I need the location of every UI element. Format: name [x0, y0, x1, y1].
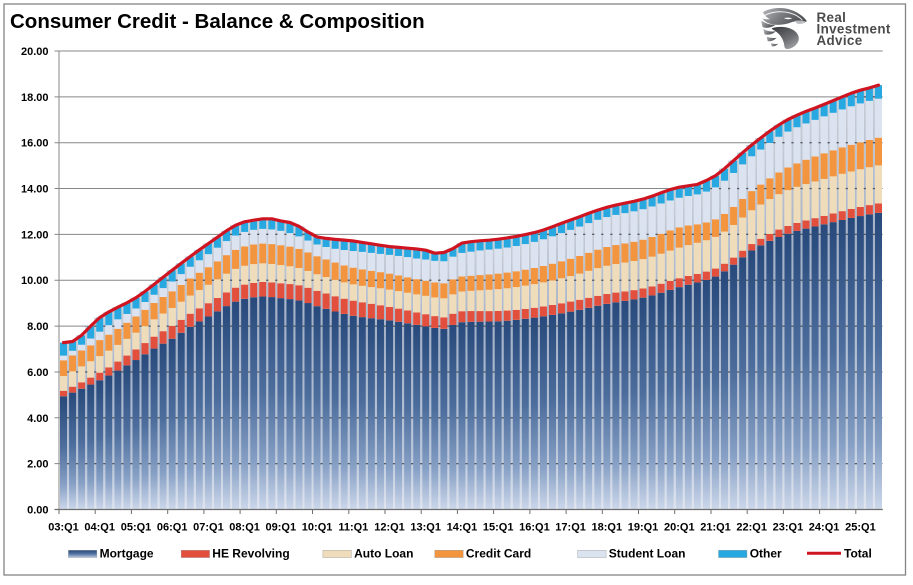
svg-text:15:Q1: 15:Q1	[483, 522, 514, 534]
svg-text:04:Q1: 04:Q1	[84, 522, 115, 534]
svg-text:08:Q1: 08:Q1	[229, 522, 260, 534]
svg-text:22:Q1: 22:Q1	[736, 522, 767, 534]
svg-text:14:Q1: 14:Q1	[447, 522, 478, 534]
svg-text:0.00: 0.00	[27, 505, 48, 517]
svg-text:4.00: 4.00	[27, 413, 48, 425]
svg-text:HE Revolving: HE Revolving	[212, 546, 289, 560]
svg-text:Consumer Credit - Balance & Co: Consumer Credit - Balance & Composition	[10, 10, 425, 33]
svg-text:16:Q1: 16:Q1	[519, 522, 550, 534]
svg-text:10:Q1: 10:Q1	[302, 522, 333, 534]
svg-text:24:Q1: 24:Q1	[809, 522, 840, 534]
svg-text:12:Q1: 12:Q1	[374, 522, 405, 534]
svg-text:03:Q1: 03:Q1	[48, 522, 79, 534]
svg-text:Mortgage: Mortgage	[100, 546, 154, 560]
svg-text:06:Q1: 06:Q1	[157, 522, 188, 534]
svg-text:Advice: Advice	[817, 33, 863, 48]
svg-text:25:Q1: 25:Q1	[845, 522, 876, 534]
svg-text:09:Q1: 09:Q1	[266, 522, 297, 534]
svg-text:Total: Total	[844, 546, 872, 560]
svg-text:13:Q1: 13:Q1	[410, 522, 441, 534]
svg-text:16.00: 16.00	[21, 138, 49, 150]
svg-text:18.00: 18.00	[21, 92, 49, 104]
svg-text:6.00: 6.00	[27, 367, 48, 379]
svg-text:05:Q1: 05:Q1	[121, 522, 152, 534]
svg-text:Real: Real	[817, 10, 847, 25]
svg-text:20:Q1: 20:Q1	[664, 522, 695, 534]
svg-text:Student Loan: Student Loan	[609, 546, 686, 560]
svg-text:18:Q1: 18:Q1	[592, 522, 623, 534]
svg-text:20.00: 20.00	[21, 46, 49, 58]
svg-text:2.00: 2.00	[27, 459, 48, 471]
svg-text:21:Q1: 21:Q1	[700, 522, 731, 534]
svg-text:12.00: 12.00	[21, 229, 49, 241]
svg-text:Other: Other	[750, 546, 782, 560]
svg-text:14.00: 14.00	[21, 184, 49, 196]
svg-text:17:Q1: 17:Q1	[555, 522, 586, 534]
svg-text:Auto Loan: Auto Loan	[354, 546, 413, 560]
svg-text:23:Q1: 23:Q1	[773, 522, 804, 534]
svg-text:19:Q1: 19:Q1	[628, 522, 659, 534]
svg-text:Investment: Investment	[817, 21, 891, 36]
svg-text:10.00: 10.00	[21, 275, 49, 287]
svg-text:Credit Card: Credit Card	[466, 546, 531, 560]
svg-text:11:Q1: 11:Q1	[338, 522, 368, 534]
svg-text:07:Q1: 07:Q1	[193, 522, 224, 534]
svg-text:8.00: 8.00	[27, 321, 48, 333]
